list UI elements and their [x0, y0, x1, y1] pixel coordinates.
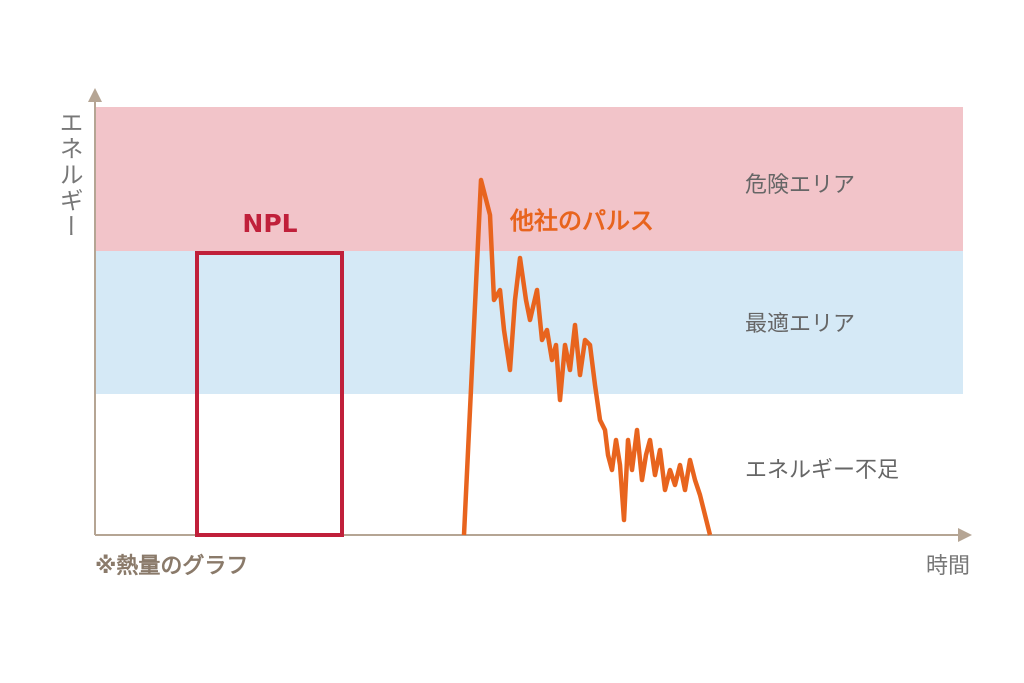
y-arrow: [88, 88, 102, 102]
optimal-zone: [95, 251, 963, 394]
zone-label: 最適エリア: [745, 312, 855, 337]
x-arrow: [958, 528, 972, 542]
npl-pulse: [195, 251, 344, 537]
note: ※熱量のグラフ: [95, 553, 248, 579]
y-label: エネルギー: [55, 110, 83, 240]
danger-zone: [95, 107, 963, 251]
zone-label: 危険エリア: [745, 173, 855, 198]
zone-label: エネルギー不足: [745, 458, 899, 483]
pulse-label: 他社のパルス: [509, 207, 654, 235]
other-pulse: [461, 177, 713, 536]
pulse-label: NPL: [242, 209, 297, 238]
x-label: 時間: [926, 554, 970, 579]
